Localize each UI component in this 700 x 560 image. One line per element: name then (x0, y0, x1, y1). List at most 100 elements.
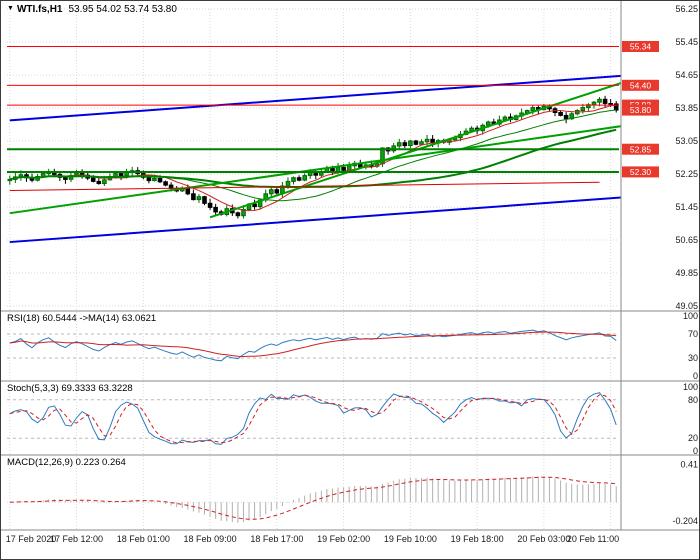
candle-body (146, 176, 152, 182)
candle-body (602, 98, 608, 104)
candle-body (157, 178, 163, 183)
candle-body (163, 181, 168, 186)
macd-signal-line (9, 476, 617, 520)
candle-body (341, 166, 346, 171)
candle-body (96, 180, 102, 184)
price-tick-label: 53.85 (675, 103, 698, 113)
symbol-timeframe-label: WTI.fs,H1 (16, 4, 63, 15)
macd-plot-area (7, 476, 619, 523)
stoch-d-line (9, 394, 617, 444)
time-axis-label: 19 Feb 18:00 (451, 534, 504, 544)
stoch-scale-label: 0 (693, 446, 698, 456)
trendline[interactable] (9, 181, 600, 191)
candle-body (191, 193, 196, 201)
rsi-indicator-label: RSI(18) 60.5444 ->MA(14) 63.0621 (7, 313, 157, 324)
candle-body (591, 101, 597, 106)
candle-body (396, 142, 402, 147)
candle-body (419, 141, 424, 145)
ohlc-values: 53.95 54.02 53.74 53.80 (68, 4, 177, 15)
rsi-scale-label: 30 (688, 353, 698, 363)
candle-body (252, 203, 257, 208)
candle-body (196, 196, 202, 201)
price-tick-label: 49.85 (675, 268, 698, 278)
candle-body (597, 98, 602, 103)
candle-body (269, 189, 274, 195)
price-tick-label: 51.45 (675, 202, 698, 212)
candle-body (296, 177, 302, 181)
candle-body (346, 165, 352, 171)
time-axis-label: 17 Feb 2020 (6, 534, 57, 544)
trendline[interactable] (209, 79, 633, 219)
rsi-scale-label: 70 (688, 329, 698, 339)
candle-body (213, 206, 218, 213)
moving-average-line (9, 128, 617, 189)
price-level-badge (622, 79, 659, 91)
stoch-k-line (9, 392, 617, 445)
moving-average-line (9, 104, 617, 212)
candle-body (118, 173, 124, 177)
candle-body (63, 176, 68, 180)
time-axis-label: 19 Feb 02:00 (317, 534, 370, 544)
candle-body (580, 107, 586, 111)
time-axis-label: 17 Feb 12:00 (50, 534, 103, 544)
candle-body (608, 103, 614, 105)
price-level-badge-label: 53.80 (630, 105, 652, 115)
candle-body (563, 114, 569, 120)
time-axis-label: 20 Feb 11:00 (567, 534, 619, 544)
price-tick-label: 50.65 (675, 235, 698, 245)
price-tick-label: 53.05 (675, 136, 698, 146)
candle-body (302, 175, 307, 181)
macd-indicator-label: MACD(12,26,9) 0.223 0.264 (7, 457, 126, 468)
candle-body (402, 142, 408, 147)
candle-body (207, 202, 213, 208)
candle-body (241, 209, 246, 217)
candle-body (558, 112, 563, 116)
candle-body (530, 107, 536, 111)
candle-body (335, 166, 341, 172)
candle-body (202, 196, 207, 204)
rsi-ma-line (9, 331, 617, 358)
candle-body (274, 189, 280, 194)
candle-body (413, 140, 419, 145)
candle-body (90, 177, 96, 182)
rsi-scale-label: 0 (693, 371, 698, 381)
time-axis-label: 20 Feb 03:00 (517, 534, 570, 544)
price-level-badge (622, 104, 659, 116)
candle-body (235, 212, 241, 217)
price-tick-label: 52.25 (675, 169, 698, 179)
candle-body (486, 121, 491, 126)
price-level-badge-label: 54.40 (630, 80, 652, 90)
macd-scale-label: -0.204 (672, 516, 698, 526)
price-level-badge-label: 55.34 (630, 42, 652, 52)
stoch-scale-label: 100 (683, 382, 698, 392)
price-level-badge-label: 52.85 (630, 144, 652, 154)
price-tick-label: 55.45 (675, 37, 698, 47)
candle-body (152, 178, 157, 182)
rsi-scale-label: 100 (683, 311, 698, 321)
time-axis-label: 18 Feb 01:00 (117, 534, 170, 544)
price-tick-label: 49.05 (675, 301, 698, 311)
price-level-badge (622, 166, 659, 178)
symbol-marker-icon: ▼ (7, 5, 14, 12)
candle-body (424, 138, 430, 143)
stoch-scale-label: 20 (688, 433, 698, 443)
stoch-scale-label: 80 (688, 395, 698, 405)
time-axis-label: 19 Feb 10:00 (384, 534, 437, 544)
candle-body (102, 179, 107, 185)
price-level-badge (622, 143, 659, 155)
candle-body (408, 140, 413, 146)
trendline[interactable] (9, 74, 633, 122)
trendline[interactable] (9, 125, 633, 215)
stoch-indicator-label: Stoch(5,3,3) 69.3333 63.3228 (7, 383, 133, 394)
price-tick-label: 56.25 (675, 4, 698, 14)
price-level-badge-label: 52.30 (630, 167, 652, 177)
time-axis-label: 18 Feb 09:00 (184, 534, 237, 544)
price-plot-area[interactable] (7, 46, 633, 244)
macd-scale-label: 0.41 (680, 460, 698, 470)
time-axis-label: 18 Feb 17:00 (250, 534, 303, 544)
trendline[interactable] (9, 196, 633, 244)
price-level-badge (622, 41, 659, 52)
price-tick-label: 54.65 (675, 70, 698, 80)
